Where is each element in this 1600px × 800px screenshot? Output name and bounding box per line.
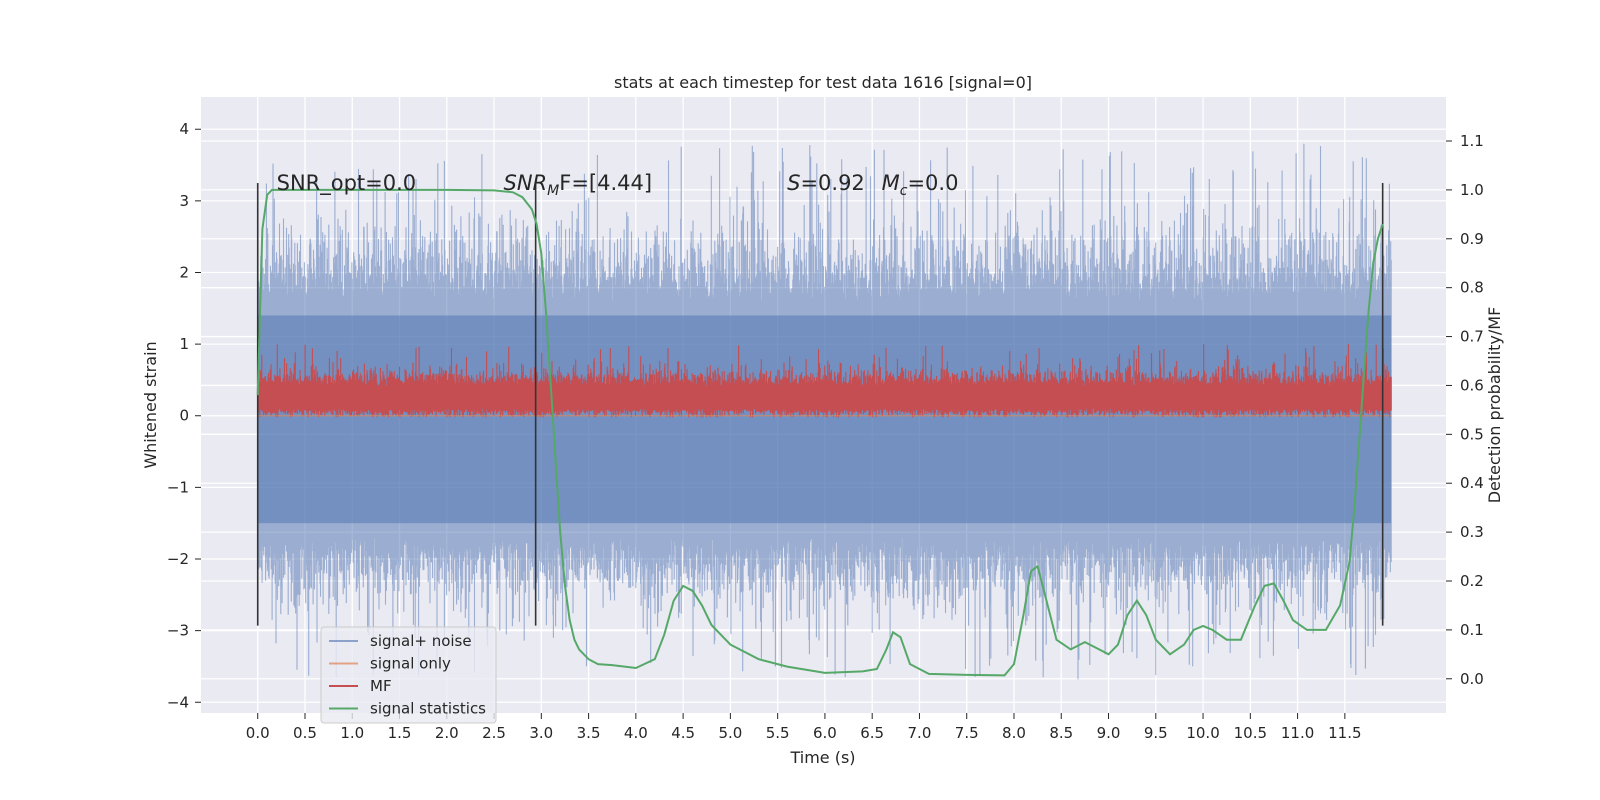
annotations: SNR_opt=0.0 SNRMF=[4.44] S=0.92 Mc=0.0 bbox=[277, 171, 959, 199]
x-tick-label: 3.5 bbox=[577, 724, 601, 742]
y2-tick-label: 0.6 bbox=[1460, 376, 1484, 394]
signal-noise-series bbox=[257, 143, 1392, 680]
y2-tick-label: 0.7 bbox=[1460, 328, 1484, 346]
x-axis-label: Time (s) bbox=[789, 748, 855, 767]
chart-title: stats at each timestep for test data 161… bbox=[614, 73, 1032, 92]
x-tick-label: 7.0 bbox=[908, 724, 932, 742]
y2-tick-label: 0.1 bbox=[1460, 621, 1484, 639]
legend-box bbox=[320, 626, 497, 724]
x-tick-label: 1.5 bbox=[388, 724, 412, 742]
x-tick-label: 5.5 bbox=[766, 724, 790, 742]
x-tick-label: 0.5 bbox=[293, 724, 317, 742]
x-tick-label: 6.5 bbox=[860, 724, 884, 742]
x-tick-label: 10.5 bbox=[1234, 724, 1267, 742]
y-tick-label: −1 bbox=[167, 478, 189, 496]
legend: signal+ noise signal only MF signal statist… bbox=[320, 626, 497, 724]
x-tick-label: 3.0 bbox=[529, 724, 553, 742]
y-axis-label: Whitened strain bbox=[141, 341, 160, 468]
y-tick-label: −3 bbox=[167, 622, 189, 640]
mf-core bbox=[257, 388, 1392, 408]
y-tick-label: −2 bbox=[167, 550, 189, 568]
legend-label-2: MF bbox=[370, 677, 392, 695]
y-tick-label: 2 bbox=[179, 263, 189, 281]
x-tick-label: 6.0 bbox=[813, 724, 837, 742]
y-tick-label: −4 bbox=[167, 693, 189, 711]
legend-label-3: signal statistics bbox=[370, 700, 486, 718]
y2-tick-label: 1.0 bbox=[1460, 181, 1484, 199]
legend-label-0: signal+ noise bbox=[370, 632, 472, 650]
x-tick-label: 7.5 bbox=[955, 724, 979, 742]
x-tick-label: 4.0 bbox=[624, 724, 648, 742]
signal-statistics-line bbox=[256, 188, 1384, 677]
x-tick-label: 9.5 bbox=[1144, 724, 1168, 742]
legend-label-1: signal only bbox=[370, 655, 451, 673]
x-axis-ticks: 0.0 0.5 1.0 1.5 2.0 2.5 3.0 3.5 4.0 4.5 5.0 5.5 6.0 6… bbox=[246, 713, 1362, 742]
y2-axis-ticks: 0.0 0.1 0.2 0.3 0.4 0.5 0.6 0.7 0.8 0.9 1.0 1.1 bbox=[1446, 132, 1484, 688]
y-tick-label: 4 bbox=[179, 120, 189, 138]
y2-tick-label: 0.4 bbox=[1460, 474, 1484, 492]
signal-noise-core bbox=[257, 315, 1392, 524]
x-tick-label: 2.0 bbox=[435, 724, 459, 742]
x-tick-label: 11.5 bbox=[1328, 724, 1361, 742]
x-tick-label: 0.0 bbox=[246, 724, 270, 742]
y-axis-ticks: −4 −3 −2 −1 0 1 2 3 4 bbox=[167, 120, 201, 711]
y2-tick-label: 0.8 bbox=[1460, 279, 1484, 297]
y-tick-label: 1 bbox=[179, 335, 189, 353]
x-tick-label: 1.0 bbox=[340, 724, 364, 742]
annotation-1: SNRMF=[4.44] bbox=[504, 171, 653, 199]
x-tick-label: 2.5 bbox=[482, 724, 506, 742]
annotation-0: SNR_opt=0.0 bbox=[277, 171, 417, 196]
annotation-3: Mc=0.0 bbox=[882, 171, 959, 199]
x-tick-label: 9.0 bbox=[1097, 724, 1121, 742]
y2-tick-label: 0.2 bbox=[1460, 572, 1484, 590]
y2-tick-label: 1.1 bbox=[1460, 132, 1484, 150]
x-tick-label: 10.0 bbox=[1186, 724, 1219, 742]
mf-series bbox=[257, 344, 1392, 418]
x-tick-label: 8.5 bbox=[1049, 724, 1073, 742]
y2-tick-label: 0.0 bbox=[1460, 670, 1484, 688]
y-tick-label: 0 bbox=[179, 407, 189, 425]
y2-axis-label: Detection probability/MF bbox=[1485, 307, 1504, 504]
signal-statistics-series bbox=[256, 188, 1384, 677]
x-tick-label: 4.5 bbox=[671, 724, 695, 742]
y2-tick-label: 0.5 bbox=[1460, 425, 1484, 443]
x-tick-label: 11.0 bbox=[1281, 724, 1314, 742]
y2-tick-label: 0.9 bbox=[1460, 230, 1484, 248]
x-tick-label: 5.0 bbox=[718, 724, 742, 742]
marker-vlines bbox=[256, 182, 1384, 626]
y2-tick-label: 0.3 bbox=[1460, 523, 1484, 541]
annotation-2: S=0.92 bbox=[787, 171, 865, 195]
x-tick-label: 8.0 bbox=[1002, 724, 1026, 742]
y-tick-label: 3 bbox=[179, 192, 189, 210]
